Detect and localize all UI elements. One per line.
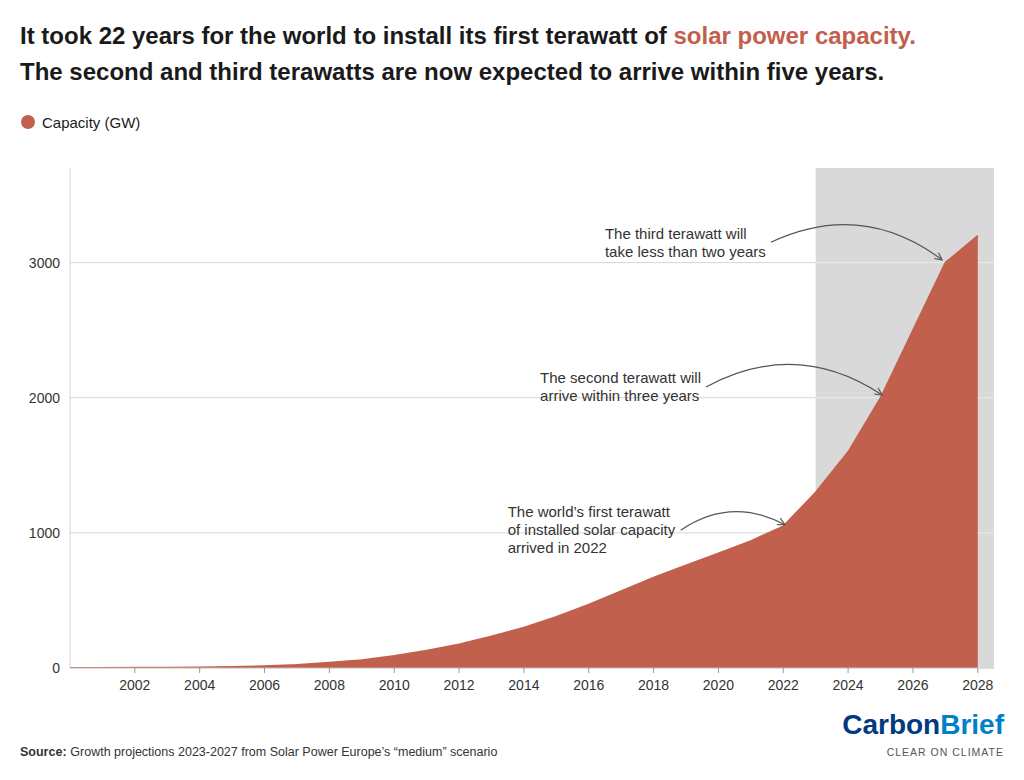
x-tick-label: 2006 xyxy=(249,677,280,693)
background xyxy=(0,0,1024,780)
annotation-text: The third terawatt willtake less than tw… xyxy=(605,225,766,260)
y-tick-label: 3000 xyxy=(29,255,60,271)
annotation-line: The second terawatt will xyxy=(540,369,701,386)
x-tick-label: 2028 xyxy=(962,677,993,693)
x-tick xyxy=(977,668,978,673)
x-tick-label: 2002 xyxy=(119,677,150,693)
y-axis-line xyxy=(70,168,71,668)
y-tick-label: 2000 xyxy=(29,390,60,406)
source-text: Growth projections 2023-2027 from Solar … xyxy=(70,745,497,759)
y-tick-label: 0 xyxy=(52,660,60,676)
x-tick-label: 2004 xyxy=(184,677,215,693)
legend-label: Capacity (GW) xyxy=(42,114,140,131)
x-tick xyxy=(653,668,654,673)
title-highlight: solar power capacity. xyxy=(674,22,916,49)
x-axis: 2002 2004 2006 2008 2010 2012 2014 2016 2018 2020… xyxy=(70,668,994,693)
x-tick-label: 2018 xyxy=(638,677,669,693)
annotations: The world’s first terawattof installed s… xyxy=(508,225,942,557)
y-axis: 0 1000 2000 3000 xyxy=(29,168,70,676)
annotation-line: arrived in 2022 xyxy=(508,539,607,556)
x-tick-label: 2008 xyxy=(314,677,345,693)
area-line xyxy=(70,236,978,668)
x-tick xyxy=(459,668,460,673)
x-tick-label: 2026 xyxy=(897,677,928,693)
plot-area xyxy=(70,168,994,668)
x-tick-label: 2010 xyxy=(379,677,410,693)
x-tick xyxy=(848,668,849,673)
x-tick-label: 2020 xyxy=(703,677,734,693)
x-tick xyxy=(329,668,330,673)
annotation-arrow xyxy=(771,225,942,260)
logo-part: Brief xyxy=(940,709,1004,740)
x-tick-label: 2024 xyxy=(833,677,864,693)
source: Source:Growth projections 2023-2027 from… xyxy=(20,745,497,759)
logo-tagline: CLEAR ON CLIMATE xyxy=(887,746,1004,758)
annotation-arrow xyxy=(681,512,785,530)
title-text: It took 22 years for the world to instal… xyxy=(20,22,668,49)
source-label: Source: xyxy=(20,745,67,759)
logo-part: Carbon xyxy=(842,709,940,740)
x-tick-label: 2022 xyxy=(768,677,799,693)
annotation-line: The third terawatt will xyxy=(605,225,747,242)
x-tick-label: 2012 xyxy=(443,677,474,693)
grid-line xyxy=(70,668,994,669)
annotation-arrow xyxy=(706,364,882,395)
logo: CarbonBrief xyxy=(842,709,1004,740)
annotation-text: The second terawatt willarrive within th… xyxy=(540,369,701,404)
x-tick xyxy=(783,668,784,673)
title: It took 22 years for the world to instal… xyxy=(20,22,916,49)
x-tick xyxy=(134,668,135,673)
chart: It took 22 years for the world to instal… xyxy=(0,0,1024,780)
legend-swatch xyxy=(21,115,35,129)
grid-line xyxy=(70,397,994,398)
x-axis-line xyxy=(70,668,994,669)
x-tick xyxy=(264,668,265,673)
subtitle: The second and third terawatts are now e… xyxy=(20,58,884,85)
x-tick xyxy=(588,668,589,673)
x-tick xyxy=(394,668,395,673)
x-tick-label: 2014 xyxy=(508,677,539,693)
annotation-line: The world’s first terawatt xyxy=(508,503,671,520)
x-tick xyxy=(912,668,913,673)
annotation-line: take less than two years xyxy=(605,243,766,260)
x-tick xyxy=(718,668,719,673)
grid-line xyxy=(70,262,994,263)
x-tick xyxy=(199,668,200,673)
annotation-line: of installed solar capacity xyxy=(508,521,676,538)
y-tick-label: 1000 xyxy=(29,525,60,541)
area xyxy=(70,236,978,668)
annotation-line: arrive within three years xyxy=(540,387,699,404)
annotation-text: The world’s first terawattof installed s… xyxy=(508,503,676,556)
x-tick-label: 2016 xyxy=(573,677,604,693)
legend: Capacity (GW) xyxy=(21,114,140,131)
x-tick xyxy=(523,668,524,673)
